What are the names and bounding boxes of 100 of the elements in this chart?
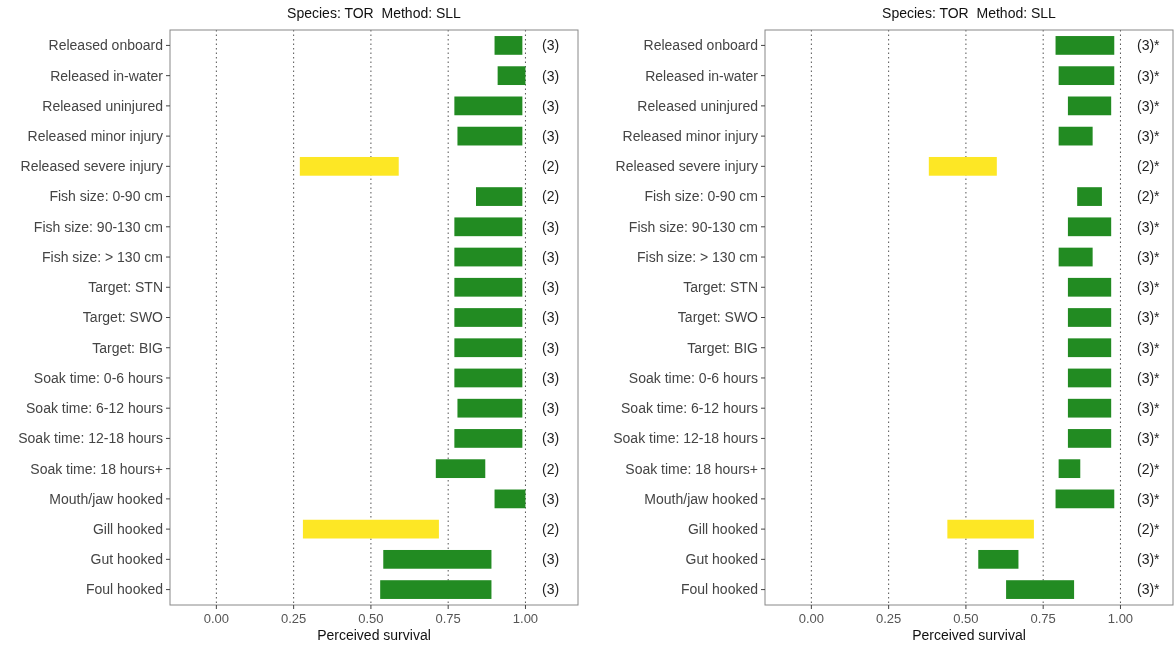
- annotation: (2)*: [1137, 460, 1161, 477]
- annotation: (3)*: [1137, 309, 1161, 326]
- annotation: (3): [542, 430, 560, 447]
- y-tick-label: Soak time: 18 hours+: [625, 460, 758, 477]
- bar: [1067, 368, 1112, 388]
- annotation: (3): [542, 581, 560, 598]
- y-tick-label: Released uninjured: [637, 97, 758, 114]
- bar: [497, 66, 526, 86]
- annotation: (3): [542, 309, 560, 326]
- y-tick-label: Gill hooked: [687, 521, 758, 538]
- bar: [1067, 96, 1112, 116]
- bar: [1055, 489, 1115, 509]
- bar: [1058, 247, 1093, 267]
- bar: [1067, 308, 1112, 327]
- bar: [1006, 580, 1075, 599]
- bar: [454, 429, 523, 448]
- annotation: (3): [542, 490, 560, 507]
- y-tick-label: Released uninjured: [42, 97, 163, 114]
- bar: [1055, 36, 1115, 55]
- y-tick-label: Gill hooked: [92, 521, 163, 538]
- annotation: (3)*: [1137, 97, 1161, 114]
- annotation: (2)*: [1137, 158, 1161, 175]
- x-tick-label: 0.00: [203, 611, 230, 626]
- y-tick-label: Fish size: 90-130 cm: [628, 218, 758, 235]
- bar: [454, 96, 523, 116]
- annotation: (3): [542, 369, 560, 386]
- x-tick-label: 1.00: [1107, 611, 1134, 626]
- y-tick-label: Mouth/jaw hooked: [644, 490, 758, 507]
- bar: [928, 156, 997, 176]
- annotation: (2): [542, 188, 560, 205]
- y-tick-label: Fish size: 0-90 cm: [49, 188, 163, 205]
- annotation: (3): [542, 67, 560, 84]
- y-tick-label: Foul hooked: [85, 581, 163, 598]
- annotation: (3)*: [1137, 67, 1161, 84]
- bar: [1058, 459, 1081, 479]
- annotation: (3): [542, 248, 560, 265]
- x-axis-title: Perceived survival: [317, 627, 431, 643]
- bar: [1067, 277, 1112, 297]
- bar: [454, 338, 523, 358]
- y-tick-label: Mouth/jaw hooked: [49, 490, 163, 507]
- y-tick-label: Fish size: 0-90 cm: [644, 188, 758, 205]
- annotation: (3): [542, 128, 560, 145]
- y-tick-label: Released minor injury: [622, 128, 758, 145]
- y-tick-label: Soak time: 0-6 hours: [33, 369, 163, 386]
- bar: [383, 549, 492, 569]
- annotation: (3): [542, 551, 560, 568]
- annotation: (3)*: [1137, 248, 1161, 265]
- annotation: (3): [542, 279, 560, 296]
- annotation: (3)*: [1137, 279, 1161, 296]
- y-tick-label: Target: BIG: [687, 339, 758, 356]
- annotation: (3)*: [1137, 369, 1161, 386]
- y-tick-label: Soak time: 0-6 hours: [628, 369, 758, 386]
- bar: [1058, 126, 1093, 146]
- annotation: (3): [542, 218, 560, 235]
- bar: [1067, 429, 1112, 448]
- x-tick-label: 0.50: [953, 611, 979, 626]
- y-tick-label: Soak time: 12-18 hours: [613, 430, 758, 447]
- bar: [457, 126, 523, 146]
- bar: [1077, 187, 1102, 206]
- bar: [1067, 217, 1112, 237]
- annotation: (3)*: [1137, 400, 1161, 417]
- annotation: (3): [542, 400, 560, 417]
- annotation: (3)*: [1137, 430, 1161, 447]
- bar: [1067, 338, 1112, 358]
- y-tick-label: Released in-water: [645, 67, 759, 84]
- annotation: (3): [542, 37, 560, 54]
- bar: [947, 519, 1034, 539]
- annotation: (2)*: [1137, 521, 1161, 538]
- y-tick-label: Target: SWO: [82, 309, 164, 326]
- bar: [476, 187, 523, 206]
- y-tick-label: Target: STN: [88, 279, 163, 296]
- x-tick-label: 0.25: [280, 611, 307, 626]
- bar: [457, 398, 523, 418]
- chart-title: Species: TOR Method: SLL: [882, 5, 1057, 21]
- annotation: (2)*: [1137, 188, 1161, 205]
- annotation: (2): [542, 460, 560, 477]
- annotation: (3)*: [1137, 128, 1161, 145]
- bar: [302, 519, 439, 539]
- y-tick-label: Released severe injury: [615, 158, 758, 175]
- bar: [494, 489, 526, 509]
- bar: [494, 36, 523, 55]
- annotation: (3)*: [1137, 581, 1161, 598]
- annotation: (3)*: [1137, 551, 1161, 568]
- y-tick-label: Released in-water: [50, 67, 164, 84]
- annotation: (3)*: [1137, 490, 1161, 507]
- y-tick-label: Target: STN: [683, 279, 758, 296]
- y-tick-label: Soak time: 6-12 hours: [621, 400, 758, 417]
- bar: [435, 459, 486, 479]
- x-tick-label: 0.75: [435, 611, 461, 626]
- y-tick-label: Released minor injury: [27, 128, 163, 145]
- bar: [1067, 398, 1112, 418]
- bar: [1058, 66, 1115, 86]
- y-tick-label: Foul hooked: [680, 581, 758, 598]
- x-tick-label: 0.50: [358, 611, 384, 626]
- bar: [380, 580, 492, 599]
- bar: [299, 156, 399, 176]
- annotation: (3): [542, 339, 560, 356]
- y-tick-label: Target: BIG: [92, 339, 163, 356]
- y-tick-label: Target: SWO: [677, 309, 759, 326]
- y-tick-label: Soak time: 18 hours+: [30, 460, 163, 477]
